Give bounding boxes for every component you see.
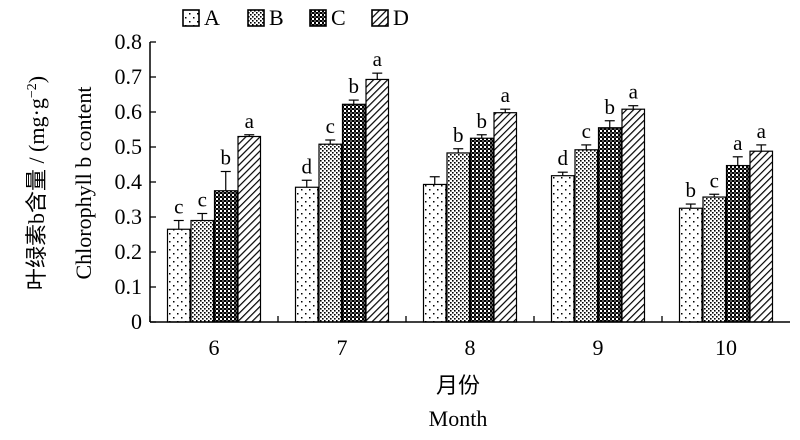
sig-label-B-6: c [198, 188, 207, 212]
error-bar-A-8 [429, 176, 440, 185]
error-bar-A-7 [301, 179, 312, 188]
bar-B-7 [318, 143, 343, 323]
sig-label-D-6: a [245, 109, 255, 133]
y-tick-label: 0.4 [115, 169, 143, 194]
bar-D-6 [237, 135, 262, 323]
sig-label-B-9: c [582, 119, 591, 143]
sig-label-D-10: a [757, 119, 767, 143]
error-bar-A-6 [173, 219, 184, 230]
error-bar-B-9 [581, 144, 592, 150]
y-tick-label: 0.5 [115, 134, 143, 159]
sig-label-C-9: b [605, 95, 616, 119]
sig-label-A-7: d [302, 154, 313, 178]
legend-label-C: C [331, 5, 346, 30]
y-tick-label: 0 [131, 309, 142, 334]
error-bar-B-7 [325, 139, 336, 145]
error-bar-D-9 [628, 105, 639, 110]
y-axis-title: 叶绿素b含量 / (mg·g−2) [24, 76, 49, 290]
y-tick-label: 0.1 [115, 274, 143, 299]
x-tick-label: 9 [593, 335, 604, 360]
sig-label-A-10: b [686, 178, 697, 202]
sig-label-B-7: c [326, 114, 335, 138]
bar-C-9 [597, 127, 622, 323]
y-tick-label: 0.8 [115, 29, 143, 54]
y-axis-title-en: Chlorophyll b content [71, 86, 96, 279]
bar-D-8 [493, 112, 518, 323]
legend-swatch-A [182, 9, 200, 27]
sig-label-A-6: c [174, 195, 183, 219]
x-tick-label: 8 [465, 335, 476, 360]
bar-C-8 [469, 137, 494, 323]
error-bar-C-7 [348, 99, 359, 105]
sig-label-C-6: b [221, 146, 232, 170]
error-bar-D-6 [244, 134, 255, 137]
bar-D-7 [365, 78, 390, 323]
sig-label-C-10: a [733, 131, 743, 155]
y-tick-label: 0.6 [115, 99, 143, 124]
sig-label-D-7: a [373, 47, 383, 71]
legend-label-A: A [204, 5, 220, 30]
y-tick-label: 0.7 [115, 64, 143, 89]
sig-label-C-8: b [477, 109, 488, 133]
bar-B-6 [190, 219, 215, 323]
bar-A-8 [422, 183, 447, 323]
y-tick-label: 0.2 [115, 239, 143, 264]
legend-item-B: B [247, 5, 284, 30]
error-bar-C-10 [732, 156, 743, 166]
bar-B-9 [574, 149, 599, 323]
x-tick-label: 6 [209, 335, 220, 360]
legend-swatch-C [309, 9, 327, 27]
y-axis-title-cn-end: ) [24, 76, 49, 83]
bar-D-9 [621, 108, 646, 323]
bar-C-6 [213, 190, 238, 323]
error-bar-C-9 [604, 120, 615, 128]
bar-A-7 [294, 186, 319, 323]
error-bar-B-6 [197, 212, 208, 221]
legend: A B C D [182, 5, 409, 30]
bar-A-6 [166, 228, 191, 323]
error-bar-D-8 [500, 108, 511, 113]
error-bar-D-10 [756, 144, 767, 152]
error-bar-A-10 [685, 203, 696, 209]
sig-label-C-7: b [349, 74, 360, 98]
legend-label-D: D [393, 5, 409, 30]
error-bar-B-10 [709, 193, 720, 198]
sig-label-D-8: a [501, 83, 511, 107]
bar-A-9 [550, 175, 575, 323]
y-tick-label: 0.3 [115, 204, 143, 229]
bar-A-10 [678, 207, 703, 323]
legend-item-A: A [182, 5, 220, 30]
sig-label-A-9: d [558, 146, 569, 170]
error-bar-D-7 [372, 72, 383, 80]
x-axis: 6 7 8 9 10 [149, 316, 790, 360]
x-axis-title-en: Month [429, 406, 488, 431]
y-axis-title-cn: 叶绿素b含量 / (mg·g−2) [24, 76, 49, 290]
error-bar-C-8 [476, 134, 487, 139]
legend-swatch-B [247, 9, 265, 27]
x-tick-label: 7 [337, 335, 348, 360]
bar-B-10 [702, 196, 727, 323]
bar-B-8 [446, 152, 471, 323]
y-axis: 0 0.1 0.2 0.3 0.4 0.5 0.6 0.7 0.8 [115, 29, 156, 334]
x-axis-title-cn: 月份 [436, 373, 480, 398]
y-axis-title-cn-sup: −2 [25, 83, 40, 98]
sig-label-D-9: a [629, 80, 639, 104]
y-axis-title-cn-main: 叶绿素b含量 / (mg·g [24, 98, 49, 290]
x-tick-label: 10 [715, 335, 737, 360]
error-bar-A-9 [557, 171, 568, 176]
sig-label-B-10: c [710, 168, 719, 192]
error-bar-B-8 [453, 148, 464, 153]
legend-item-D: D [371, 5, 409, 30]
legend-label-B: B [269, 5, 284, 30]
bar-C-10 [725, 164, 750, 323]
error-bar-C-6 [220, 170, 231, 191]
bar-D-10 [749, 150, 774, 323]
legend-item-C: C [309, 5, 346, 30]
legend-swatch-D [371, 9, 389, 27]
sig-label-B-8: b [453, 123, 464, 147]
bar-C-7 [341, 103, 366, 323]
